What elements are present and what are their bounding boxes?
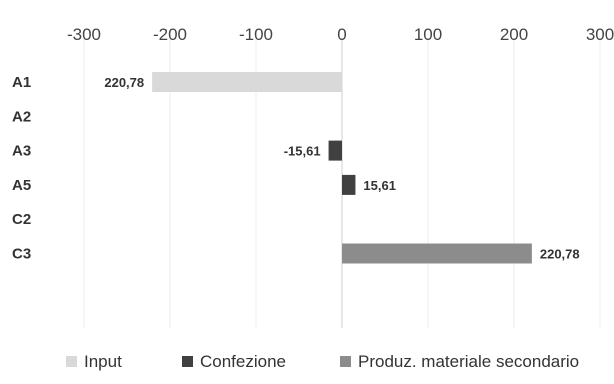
bar-a5 [342,174,356,195]
x-tick-label: 0 [337,25,346,44]
category-label: A2 [12,108,31,125]
category-label: A1 [12,74,31,91]
category-label: C2 [12,211,31,228]
category-label: A5 [12,177,31,194]
bars [152,72,532,264]
legend-swatch [182,356,193,367]
data-labels: 220,78 -15,61 15,61 220,78 [104,75,579,262]
bar-a1 [152,72,342,92]
data-label: 220,78 [540,247,580,262]
x-axis-ticks: -300 -200 -100 0 100 200 300 [67,25,614,44]
data-label: 220,78 [104,75,144,90]
category-label: A3 [12,143,31,160]
legend-label: Input [84,352,122,371]
bar-a3 [328,140,342,161]
legend-label: Produz. materiale secondario [358,352,579,371]
data-label: 15,61 [363,178,396,193]
x-tick-label: -200 [153,25,187,44]
legend-swatch [66,356,77,367]
x-tick-label: 300 [586,25,614,44]
x-tick-label: -100 [239,25,273,44]
bar-c3 [342,243,532,264]
category-label: C3 [12,246,31,263]
data-label: -15,61 [284,144,321,159]
x-tick-label: 100 [414,25,442,44]
legend: Input Confezione Produz. materiale seconda… [66,352,579,371]
x-tick-label: 200 [500,25,528,44]
x-tick-label: -300 [67,25,101,44]
legend-label: Confezione [200,352,286,371]
legend-swatch [340,356,351,367]
category-axis: A1 A2 A3 A5 C2 C3 [12,74,31,263]
